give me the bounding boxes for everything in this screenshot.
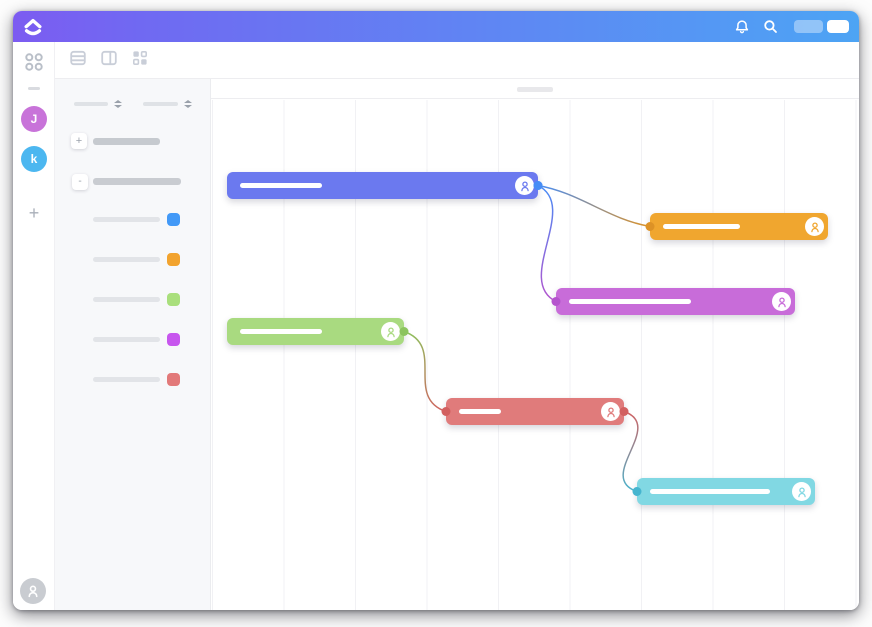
timeline-label-placeholder <box>517 87 553 92</box>
task-title-placeholder <box>240 329 322 334</box>
task-row-placeholder[interactable] <box>93 336 160 342</box>
task-color-chip[interactable] <box>167 252 180 266</box>
assignee-avatar[interactable] <box>772 292 791 311</box>
task-list-panel: + - <box>55 79 211 610</box>
task-color-chip[interactable] <box>167 332 180 346</box>
avatar-initial: k <box>30 152 38 166</box>
top-bar <box>13 11 859 42</box>
gantt-timeline-header[interactable] <box>211 79 859 99</box>
task-5-bar[interactable] <box>446 398 624 425</box>
workspace-avatar-j[interactable]: J <box>21 106 47 132</box>
left-rail: J k + <box>13 42 55 610</box>
task-title-placeholder <box>663 224 740 229</box>
collapse-group-button[interactable]: - <box>72 174 88 190</box>
task-row-placeholder[interactable] <box>93 296 160 302</box>
app-window: J k + <box>13 11 859 610</box>
bell-icon[interactable] <box>734 19 750 35</box>
box-view-icon[interactable] <box>132 50 148 71</box>
topbar-solid-button[interactable] <box>827 20 849 33</box>
board-view-icon[interactable] <box>101 50 117 71</box>
expand-group-button[interactable]: + <box>71 133 87 149</box>
task-6-bar[interactable] <box>637 478 815 505</box>
avatar-initial: J <box>30 112 38 126</box>
assignee-avatar[interactable] <box>515 176 534 195</box>
task-row-placeholder[interactable] <box>93 256 160 262</box>
task-color-chip[interactable] <box>167 292 180 306</box>
sort-icon[interactable] <box>113 99 122 109</box>
task-3-bar[interactable] <box>556 288 795 315</box>
sort-field-placeholder[interactable] <box>143 102 178 106</box>
user-avatar[interactable] <box>20 578 46 604</box>
rail-divider <box>28 87 40 90</box>
search-icon[interactable] <box>763 19 778 34</box>
task-color-chip[interactable] <box>167 372 180 386</box>
clickup-logo[interactable] <box>22 16 44 38</box>
assignee-avatar[interactable] <box>601 402 620 421</box>
view-toolbar <box>55 42 859 79</box>
assignee-avatar[interactable] <box>381 322 400 341</box>
gantt-bars-layer <box>13 11 859 610</box>
topbar-ghost-button[interactable] <box>794 20 823 33</box>
task-title-placeholder <box>240 183 322 188</box>
assignee-avatar[interactable] <box>792 482 811 501</box>
task-row-placeholder[interactable] <box>93 376 160 382</box>
task-row-placeholder[interactable] <box>93 216 160 222</box>
sort-icon[interactable] <box>183 99 192 109</box>
assignee-avatar[interactable] <box>805 217 824 236</box>
task-title-placeholder <box>459 409 501 414</box>
list-view-icon[interactable] <box>70 50 86 71</box>
group-title-placeholder <box>93 178 181 185</box>
task-title-placeholder <box>569 299 691 304</box>
task-color-chip[interactable] <box>167 212 180 226</box>
task-title-placeholder <box>650 489 770 494</box>
task-4-bar[interactable] <box>227 318 404 345</box>
workspace-avatar-k[interactable]: k <box>21 146 47 172</box>
add-workspace-button[interactable]: + <box>28 203 40 223</box>
sort-field-placeholder[interactable] <box>74 102 108 106</box>
apps-grid-icon[interactable] <box>24 52 44 77</box>
task-1-bar[interactable] <box>227 172 538 199</box>
task-2-bar[interactable] <box>650 213 828 240</box>
group-title-placeholder <box>93 138 160 145</box>
